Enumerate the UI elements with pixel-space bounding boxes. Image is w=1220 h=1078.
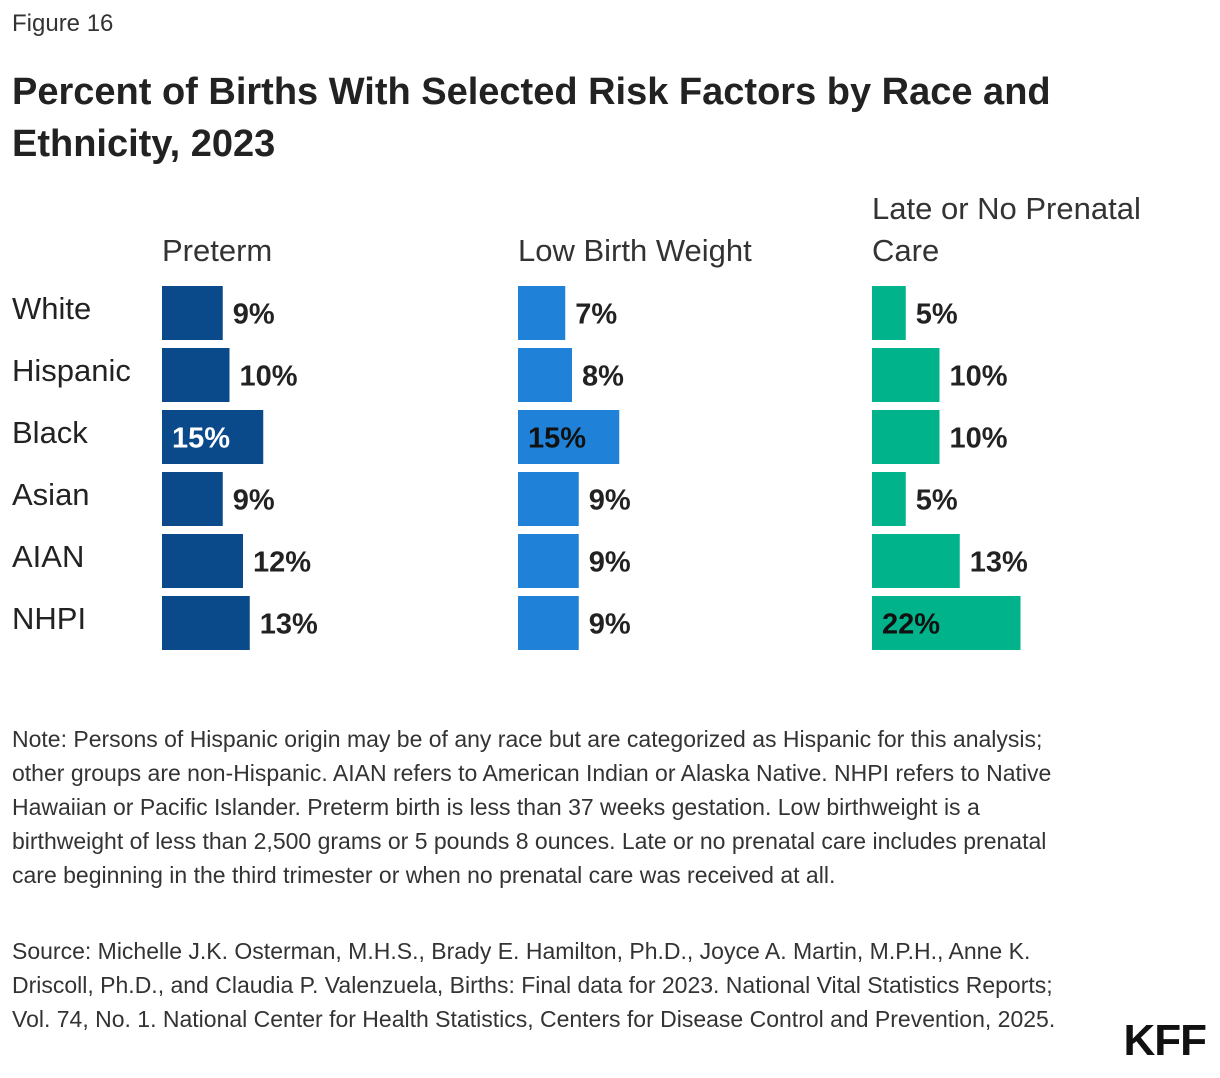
value-label: 5% bbox=[916, 299, 958, 331]
value-label: 13% bbox=[970, 547, 1028, 579]
value-label: 10% bbox=[950, 361, 1008, 393]
bar bbox=[872, 286, 906, 340]
value-label: 9% bbox=[589, 609, 631, 641]
bar bbox=[162, 410, 264, 464]
bar bbox=[162, 472, 223, 526]
bar bbox=[872, 534, 960, 588]
value-label: 10% bbox=[950, 423, 1008, 455]
category-label: Hispanic bbox=[12, 353, 131, 388]
value-label: 5% bbox=[916, 485, 958, 517]
bar bbox=[872, 348, 940, 402]
value-label: 13% bbox=[260, 609, 318, 641]
bar bbox=[162, 534, 243, 588]
bar bbox=[518, 596, 579, 650]
bar bbox=[518, 348, 572, 402]
value-label: 9% bbox=[589, 485, 631, 517]
panel-header: Late or No Prenatal Care bbox=[872, 191, 1141, 268]
logo: KFF bbox=[1123, 1016, 1207, 1065]
chart-title: Percent of Births With Selected Risk Fac… bbox=[12, 71, 1051, 165]
value-label: 12% bbox=[253, 547, 311, 579]
bar bbox=[518, 472, 579, 526]
value-label: 10% bbox=[240, 361, 298, 393]
figure-label: Figure 16 bbox=[12, 10, 114, 37]
bar bbox=[518, 534, 579, 588]
category-label: White bbox=[12, 291, 91, 326]
bar bbox=[518, 410, 620, 464]
note: Note: Persons of Hispanic origin may be … bbox=[12, 726, 1052, 888]
chart: WhiteHispanicBlackAsianAIANNHPI9%10%15%9… bbox=[12, 286, 1028, 650]
value-label: 9% bbox=[233, 299, 275, 331]
bar bbox=[162, 596, 250, 650]
bar bbox=[872, 472, 906, 526]
category-label: Asian bbox=[12, 477, 90, 512]
value-label: 15% bbox=[528, 423, 586, 455]
value-label: 9% bbox=[233, 485, 275, 517]
value-label: 15% bbox=[172, 423, 230, 455]
panel-header: Low Birth Weight bbox=[518, 233, 752, 268]
source: Source: Michelle J.K. Osterman, M.H.S., … bbox=[12, 938, 1056, 1032]
value-label: 7% bbox=[575, 299, 617, 331]
category-label: Black bbox=[12, 415, 88, 450]
category-label: NHPI bbox=[12, 601, 86, 636]
bar bbox=[872, 596, 1021, 650]
value-label: 8% bbox=[582, 361, 624, 393]
bar bbox=[162, 286, 223, 340]
value-label: 22% bbox=[882, 609, 940, 641]
value-label: 9% bbox=[589, 547, 631, 579]
bar bbox=[872, 410, 940, 464]
bar bbox=[518, 286, 566, 340]
bar bbox=[162, 348, 230, 402]
category-label: AIAN bbox=[12, 539, 84, 574]
panel-header: Preterm bbox=[162, 233, 273, 268]
